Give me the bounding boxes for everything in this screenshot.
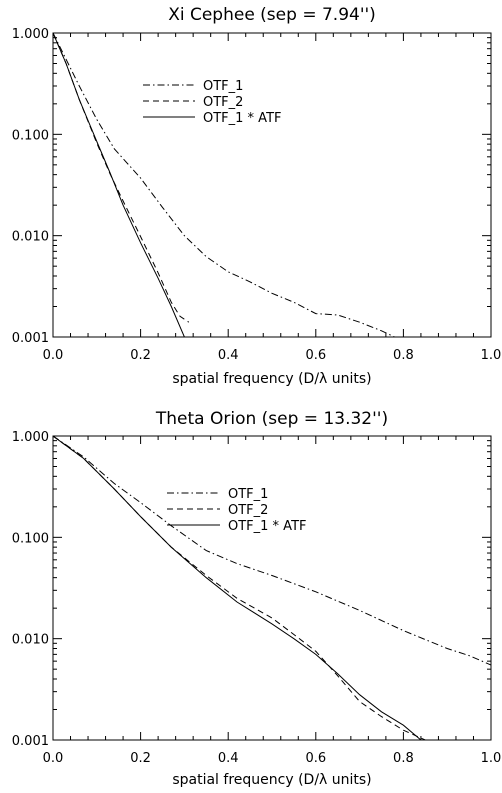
x-tick-label: 0.6 bbox=[305, 348, 326, 363]
y-tick-label: 0.001 bbox=[12, 734, 49, 749]
x-tick-label: 0.8 bbox=[393, 751, 414, 766]
legend-label: OTF_2 bbox=[203, 95, 243, 110]
x-tick-label: 1.0 bbox=[481, 348, 502, 363]
legend-label: OTF_1 bbox=[228, 487, 268, 502]
y-tick-label: 0.010 bbox=[12, 633, 49, 648]
x-tick-label: 0.4 bbox=[218, 751, 239, 766]
x-tick-label: 1.0 bbox=[481, 751, 502, 766]
series-line-solid bbox=[53, 436, 422, 740]
x-tick-label: 0.0 bbox=[43, 348, 64, 363]
series-line-dashed bbox=[53, 436, 426, 740]
x-tick-label: 0.2 bbox=[130, 348, 151, 363]
x-axis-label: spatial frequency (D/λ units) bbox=[172, 772, 371, 788]
y-tick-label: 0.100 bbox=[12, 531, 49, 546]
x-tick-label: 0.0 bbox=[43, 751, 64, 766]
chart-title: Theta Orion (sep = 13.32'') bbox=[155, 409, 388, 429]
chart-title: Xi Cephee (sep = 7.94'') bbox=[168, 5, 376, 25]
chart-panel: Xi Cephee (sep = 7.94'') 0.0 0.2 0.4 0.6 0.8 1… bbox=[12, 5, 502, 387]
y-tick-label: 0.100 bbox=[12, 128, 49, 143]
y-tick-label: 0.001 bbox=[12, 331, 49, 346]
series-line-solid bbox=[53, 33, 185, 337]
chart-panel: Theta Orion (sep = 13.32'') 0.0 0.2 0.4 0.6 0… bbox=[12, 409, 502, 788]
series-line-dashed bbox=[53, 33, 190, 323]
legend-label: OTF_2 bbox=[228, 503, 268, 518]
legend-label: OTF_1 * ATF bbox=[203, 111, 282, 126]
legend-label: OTF_1 bbox=[203, 79, 243, 94]
series-group bbox=[53, 33, 395, 337]
x-axis-label: spatial frequency (D/λ units) bbox=[172, 371, 371, 387]
legend-label: OTF_1 * ATF bbox=[228, 519, 307, 534]
y-tick-label: 1.000 bbox=[12, 430, 49, 445]
y-tick-label: 0.010 bbox=[12, 230, 49, 245]
y-tick-label: 1.000 bbox=[12, 27, 49, 42]
plot-frame bbox=[52, 435, 492, 741]
plot-frame bbox=[52, 32, 492, 338]
x-tick-label: 0.8 bbox=[393, 348, 414, 363]
x-tick-label: 0.2 bbox=[130, 751, 151, 766]
x-tick-label: 0.6 bbox=[305, 751, 326, 766]
series-group bbox=[53, 436, 491, 740]
series-line-dashdot bbox=[53, 436, 491, 666]
series-line-dashdot bbox=[53, 33, 395, 337]
x-tick-label: 0.4 bbox=[218, 348, 239, 363]
